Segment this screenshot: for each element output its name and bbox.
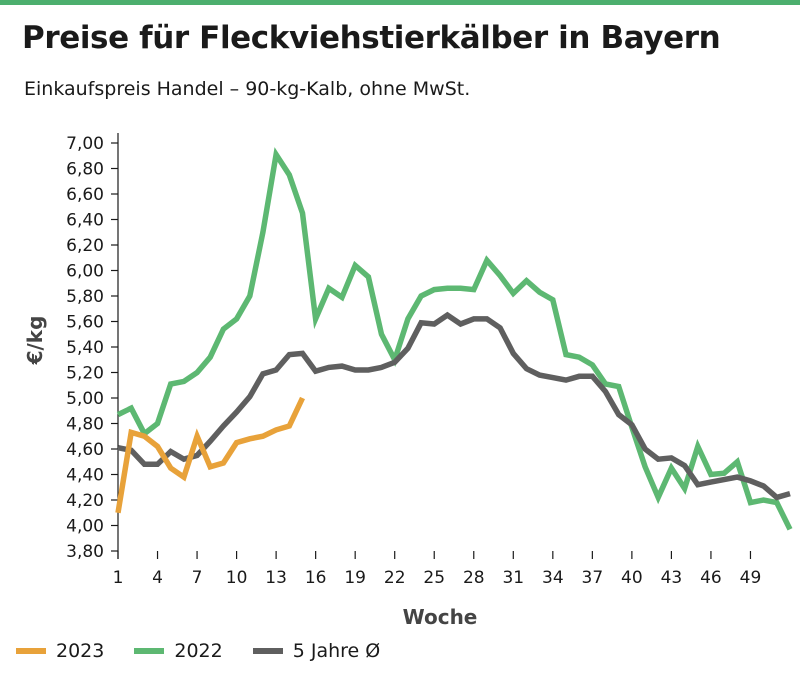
x-tick-label: 22 [384,568,406,588]
x-tick-label: 31 [502,568,524,588]
accent-bar [0,0,800,5]
x-tick-label: 40 [621,568,643,588]
legend-item-2023: 2023 [16,640,104,662]
series-2022-line [116,147,793,531]
legend-swatch-5-year-average [252,648,283,654]
x-tick-label: 4 [152,568,163,588]
x-tick-label: 46 [700,568,722,588]
y-axis-title: €/kg [23,316,47,366]
y-tick-label: 6,80 [66,160,104,180]
chart-title: Preise für Fleckviehstierkälber in Bayer… [22,20,721,56]
y-tick-label: 4,80 [66,415,104,435]
chart-subtitle: Einkaufspreis Handel – 90-kg-Kalb, ohne … [24,78,471,100]
y-tick-label: 6,60 [66,185,104,205]
x-tick-label: 1 [113,568,124,588]
y-tick-label: 4,00 [66,517,104,537]
y-tick-label: 4,60 [66,440,104,460]
series-2023-line [115,396,305,514]
x-tick-label: 28 [463,568,485,588]
series-layer [115,147,793,531]
x-tick-label: 43 [661,568,683,588]
legend-swatch-2023 [16,648,46,654]
y-tick-label: 5,80 [66,287,104,307]
x-tick-label: 37 [582,568,604,588]
x-tick-label: 16 [305,568,327,588]
y-tick-label: 5,40 [66,338,104,358]
legend-label-5-year-average: 5 Jahre Ø [292,640,381,662]
y-tick-label: 4,20 [66,491,104,511]
legend-label-2023: 2023 [56,640,105,662]
x-axis-title: Woche [403,605,478,629]
y-tick-label: 3,80 [66,542,104,562]
y-tick-label: 4,40 [66,466,104,486]
x-tick-label: 19 [344,568,366,588]
y-tick-label: 6,20 [66,236,104,256]
x-tick-label: 34 [542,568,564,588]
axes: 3,80 4,00 4,20 4,40 4,60 4,80 5,00 5,20 5,40 5,60… [66,133,761,588]
x-tick-label: 25 [423,568,445,588]
legend-swatch-2022 [134,648,165,654]
legend-label-2022: 2022 [174,640,223,662]
y-tick-label: 7,00 [66,134,104,154]
legend-item-5-year-average: 5 Jahre Ø [252,640,381,662]
legend-item-2022: 2022 [134,640,223,662]
y-tick-label: 5,20 [66,364,104,384]
y-tick-label: 5,00 [66,389,104,409]
y-tick-label: 6,00 [66,262,104,282]
series-5-year-average-line [117,311,791,501]
y-tick-label: 5,60 [66,313,104,333]
y-tick-label: 6,40 [66,211,104,231]
x-tick-label: 7 [192,568,203,588]
x-tick-label: 49 [740,568,762,588]
x-tick-label: 13 [265,568,287,588]
x-tick-label: 10 [226,568,248,588]
legend: 2023 2022 5 Jahre Ø [16,640,410,662]
